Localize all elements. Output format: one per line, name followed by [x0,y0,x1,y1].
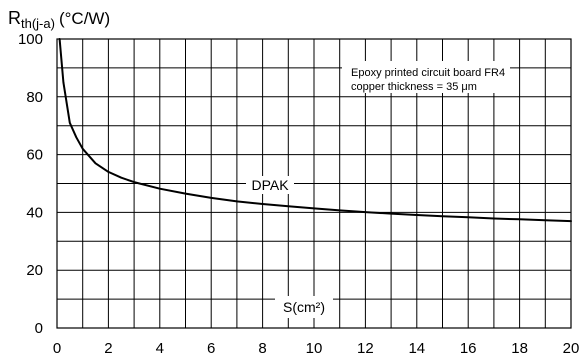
y-axis-label-main: R [8,8,21,28]
plot-border [56,38,572,329]
x-tick-label: 20 [563,340,580,357]
x-tick-label: 0 [53,340,61,357]
x-axis-label-group: S(cm²) [275,296,333,318]
series-label-group: DPAK [246,176,294,194]
y-tick-label: 80 [26,89,43,106]
x-axis-label-background [275,296,333,318]
x-tick-label: 8 [258,340,266,357]
series-group [58,38,572,223]
x-tick-label: 6 [207,340,215,357]
axes [56,38,572,329]
x-tick-label: 16 [460,340,477,357]
x-tick-label: 4 [156,340,164,357]
x-tick-label: 10 [306,340,323,357]
x-tick-label: 18 [511,340,528,357]
x-tick-label: 14 [408,340,425,357]
y-axis-label-subscript: th(j-a) [21,16,55,31]
annotation-line-1: Epoxy printed circuit board FR4 [351,67,505,79]
tick-labels: 0 2 4 6 8 10 12 14 16 18 20 0 20 40 60 80 100 [18,31,579,357]
annotation-line-2: copper thickness = 35 μm [351,81,477,93]
annotation-box: Epoxy printed circuit board FR4 copper t… [342,61,510,93]
y-axis-label: Rth(j-a) (°C/W) [8,8,110,31]
y-tick-label: 40 [26,204,43,221]
annotation-background [342,61,510,93]
y-tick-label: 60 [26,147,43,164]
y-tick-label: 20 [26,262,43,279]
series-line-dpak [58,38,572,223]
y-tick-label: 0 [35,320,43,337]
y-axis-label-unit: (°C/W) [59,9,110,28]
x-tick-label: 12 [357,340,374,357]
series-label-background [246,176,294,194]
series-label-dpak: DPAK [251,177,289,193]
x-tick-label: 2 [104,340,112,357]
x-axis-label: S(cm²) [283,299,325,315]
y-tick-label: 100 [18,31,43,48]
